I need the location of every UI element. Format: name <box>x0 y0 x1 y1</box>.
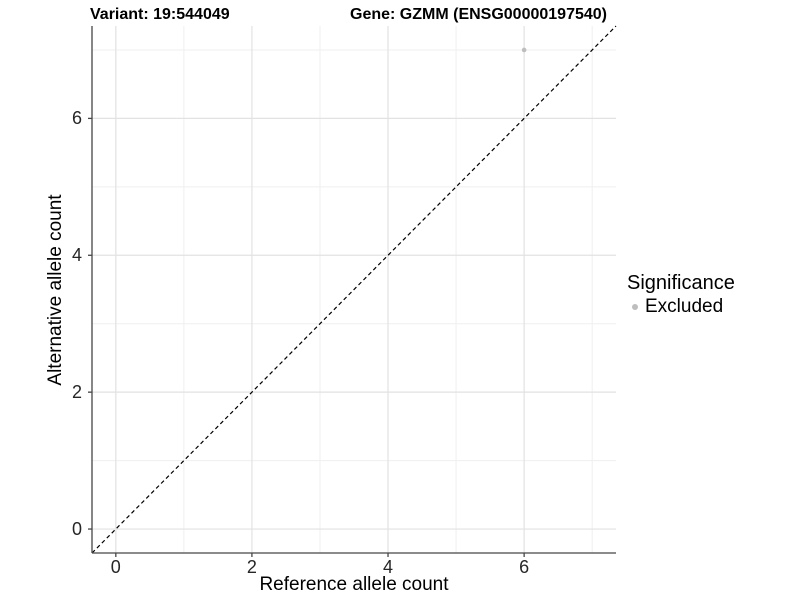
y-tick-label: 4 <box>71 245 82 266</box>
legend: Significance Excluded <box>627 272 735 317</box>
plot-title-gene: Gene: GZMM (ENSG00000197540) <box>350 6 607 23</box>
x-tick-label: 2 <box>246 557 257 577</box>
x-tick-label: 0 <box>110 557 121 577</box>
plot-title-variant: Variant: 19:544049 <box>90 6 230 23</box>
legend-title: Significance <box>627 272 735 294</box>
legend-item-excluded: Excluded <box>627 296 735 317</box>
y-tick-label: 6 <box>71 108 82 129</box>
y-tick-label: 2 <box>71 382 82 403</box>
y-axis-title: Alternative allele count <box>45 194 66 386</box>
identity-reference-line <box>91 25 617 554</box>
x-tick-label: 6 <box>519 557 530 577</box>
y-tick-label: 0 <box>71 519 82 540</box>
legend-point-icon <box>632 303 638 310</box>
x-tick-label: 4 <box>383 557 394 577</box>
x-axis-title: Reference allele count <box>259 574 449 595</box>
legend-item-label: Excluded <box>645 296 724 317</box>
data-point <box>521 47 527 53</box>
